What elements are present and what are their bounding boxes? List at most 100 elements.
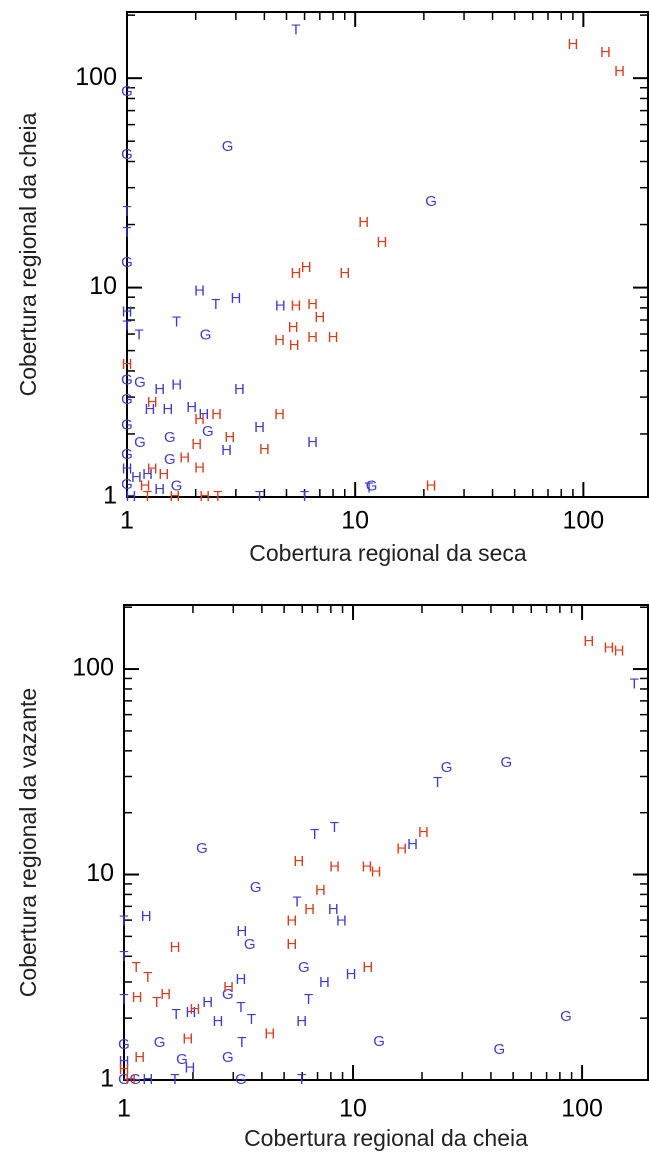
point-marker: H — [289, 337, 300, 354]
point-marker: T — [135, 327, 144, 344]
point-marker: T — [297, 1071, 306, 1088]
point-marker: G — [164, 451, 176, 468]
point-marker: G — [244, 936, 256, 953]
point-marker: G — [121, 446, 133, 463]
chart: 1 10 100 1 10 100 Cobertura regional da cheia C… — [15, 604, 649, 1151]
point-marker: H — [184, 1059, 195, 1076]
point-marker: T — [119, 991, 128, 1008]
point-marker: G — [222, 986, 234, 1003]
point-marker: H — [119, 1053, 130, 1070]
chart: 1 10 100 1 10 100 Cobertura regional da seca Co… — [15, 11, 649, 566]
point-marker: H — [202, 994, 213, 1011]
point-marker: H — [186, 399, 197, 416]
point-marker: H — [314, 309, 325, 326]
point-marker: H — [169, 488, 180, 505]
point-marker: G — [121, 476, 133, 493]
point-marker: T — [247, 1011, 256, 1028]
point-marker: T — [170, 1071, 179, 1088]
point-marker: H — [199, 488, 210, 505]
point-marker: H — [160, 986, 171, 1003]
x-tick-label: 100 — [561, 1095, 603, 1123]
point-marker: G — [121, 254, 133, 271]
point-marker: G — [118, 1036, 130, 1053]
point-marker: H — [212, 1013, 223, 1030]
point-marker: H — [142, 1071, 153, 1088]
point-marker: H — [296, 1013, 307, 1030]
point-marker: G — [118, 1071, 130, 1088]
point-marker: H — [189, 1001, 200, 1018]
point-marker: G — [129, 1071, 141, 1088]
point-marker: H — [131, 469, 142, 486]
point-marker: T — [630, 676, 639, 693]
point-marker: G — [222, 1049, 234, 1066]
point-marker: H — [119, 1061, 130, 1078]
point-marker: H — [293, 853, 304, 870]
point-marker: H — [614, 642, 625, 659]
point-marker: H — [171, 377, 182, 394]
point-marker: H — [291, 298, 302, 315]
point-marker: H — [304, 901, 315, 918]
point-marker: H — [426, 478, 437, 495]
x-tick-label: 10 — [339, 1095, 367, 1123]
point-marker: H — [339, 265, 350, 282]
point-marker: G — [121, 146, 133, 163]
point-marker: H — [307, 296, 318, 313]
y-tick-label: 100 — [75, 63, 117, 91]
point-marker: H — [142, 466, 153, 483]
point-marker: H — [377, 234, 388, 251]
point-marker: H — [362, 959, 373, 976]
point-marker: G — [196, 840, 208, 857]
point-marker: H — [288, 319, 299, 336]
point-marker: T — [122, 203, 131, 220]
point-marker: H — [194, 411, 205, 428]
x-tick-label: 1 — [120, 507, 134, 535]
point-marker: H — [396, 841, 407, 858]
point-marker: T — [132, 959, 141, 976]
point-marker: H — [362, 859, 373, 876]
point-marker: H — [144, 401, 155, 418]
point-marker: H — [125, 1071, 136, 1088]
point-marker: T — [433, 774, 442, 791]
point-marker: H — [140, 478, 151, 495]
point-marker: H — [307, 434, 318, 451]
point-marker: G — [176, 1051, 188, 1068]
point-marker: H — [221, 442, 232, 459]
point-marker: G — [121, 391, 133, 408]
point-marker: H — [319, 974, 330, 991]
point-marker: H — [194, 459, 205, 476]
y-tick-label: 1 — [100, 1065, 114, 1093]
point-marker: H — [179, 449, 190, 466]
point-marker: G — [171, 478, 183, 495]
point-marker: H — [224, 429, 235, 446]
point-marker: H — [141, 908, 152, 925]
point-marker: H — [198, 406, 209, 423]
point-marker: H — [567, 36, 578, 53]
point-marker: G — [202, 423, 214, 440]
point-marker: G — [441, 759, 453, 776]
point-marker: H — [286, 936, 297, 953]
point-marker: H — [154, 481, 165, 498]
point-marker: H — [230, 290, 241, 307]
point-marker: H — [234, 381, 245, 398]
plot-frame — [126, 11, 649, 498]
point-marker: G — [250, 879, 262, 896]
point-marker: T — [119, 913, 128, 930]
point-marker: T — [172, 1006, 181, 1023]
point-marker: G — [560, 1008, 572, 1025]
point-marker: T — [211, 296, 220, 313]
point-marker: H — [122, 461, 133, 478]
point-marker: H — [291, 265, 302, 282]
point-marker: G — [501, 754, 513, 771]
x-tick-label: 100 — [562, 507, 604, 535]
point-marker: H — [336, 913, 347, 930]
point-marker: H — [194, 282, 205, 299]
point-marker: T — [152, 994, 161, 1011]
point-marker: H — [604, 639, 615, 656]
point-marker: T — [213, 488, 222, 505]
point-marker: T — [236, 999, 245, 1016]
point-marker: G — [164, 429, 176, 446]
point-marker: H — [286, 913, 297, 930]
point-marker: H — [186, 1004, 197, 1021]
point-marker: H — [315, 882, 326, 899]
point-marker: G — [200, 327, 212, 344]
